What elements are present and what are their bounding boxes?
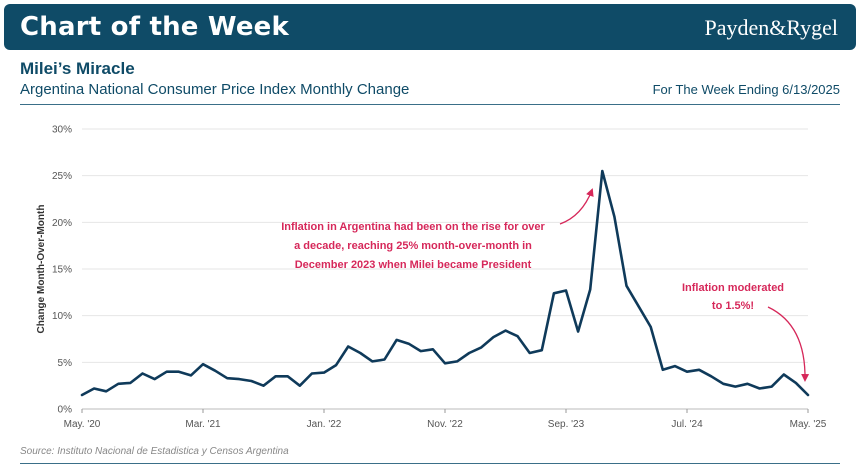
y-axis-title: Change Month-Over-Month <box>36 205 47 334</box>
week-ending-label: For The Week Ending 6/13/2025 <box>652 82 840 97</box>
x-tick-label: Mar. '21 <box>185 419 221 430</box>
y-axis-ticks: 0% 5% 10% 15% 20% 25% 30% <box>52 125 72 416</box>
grid-lines <box>82 128 808 410</box>
annotation-peak-text: December 2023 when Milei became Presiden… <box>295 259 532 271</box>
annotation-peak-arrow <box>559 188 594 225</box>
annotation-peak-text: a decade, reaching 25% month-over-month … <box>294 240 532 252</box>
line-chart: 0% 5% 10% 15% 20% 25% 30% May. '20 Mar. '21 Jan.… <box>36 125 827 431</box>
brand-logo: Payden&Rygel <box>704 15 838 40</box>
x-tick-label: Jan. '22 <box>307 419 342 430</box>
y-tick-label: 30% <box>52 125 72 136</box>
annotation-latest-text: Inflation moderated <box>682 282 784 294</box>
y-tick-label: 0% <box>58 405 73 416</box>
header-title: Chart of the Week <box>20 12 289 42</box>
y-tick-label: 15% <box>52 265 72 276</box>
divider-bottom <box>20 463 840 464</box>
annotation-latest-arrow <box>767 306 810 382</box>
y-tick-label: 5% <box>58 358 73 369</box>
series-layer <box>80 169 810 397</box>
series-line <box>80 169 810 397</box>
y-tick-label: 10% <box>52 311 72 322</box>
y-tick-label: 20% <box>52 218 72 229</box>
x-tick-label: May. '25 <box>790 419 827 430</box>
chart-subtitle: Argentina National Consumer Price Index … <box>20 81 410 98</box>
annotation-latest-text: to 1.5%! <box>712 300 754 312</box>
x-tick-label: May. '20 <box>64 419 101 430</box>
annotation-peak-text: Inflation in Argentina had been on the r… <box>281 221 545 233</box>
x-tick-label: Sep. '23 <box>548 419 585 430</box>
chart-title: Milei’s Miracle <box>20 59 135 78</box>
x-tick-label: Jul. '24 <box>671 419 703 430</box>
divider-top <box>20 104 840 105</box>
header-bar: Chart of the Week Payden&Rygel <box>4 4 856 50</box>
x-axis-ticks: May. '20 Mar. '21 Jan. '22 Nov. '22 Sep. '23… <box>64 409 827 430</box>
x-tick-label: Nov. '22 <box>427 419 463 430</box>
annotations-layer: Inflation in Argentina had been on the r… <box>281 188 810 382</box>
y-tick-label: 25% <box>52 171 72 182</box>
source-note: Source: Instituto Nacional de Estadistic… <box>20 446 289 457</box>
